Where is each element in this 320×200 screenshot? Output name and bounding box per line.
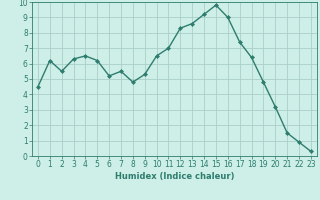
X-axis label: Humidex (Indice chaleur): Humidex (Indice chaleur)	[115, 172, 234, 181]
